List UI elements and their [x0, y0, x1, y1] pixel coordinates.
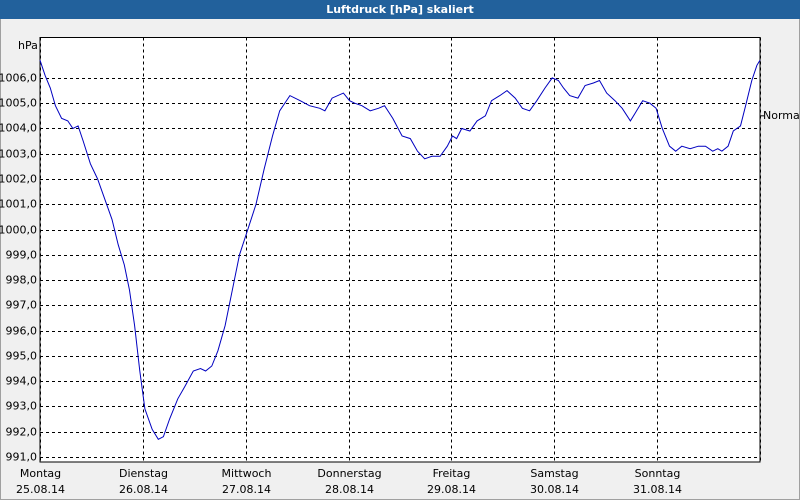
y-tick-label: 1006,0	[0, 72, 37, 85]
y-unit: hPa	[18, 39, 38, 52]
x-tick-date: 31.08.14	[633, 483, 682, 496]
x-tick-label: Samstag	[530, 467, 578, 480]
x-tick-label: Freitag	[433, 467, 471, 480]
x-tick-label: Montag	[20, 467, 61, 480]
x-tick-date: 25.08.14	[16, 483, 65, 496]
y-tick-label: 994,0	[6, 375, 38, 388]
x-tick-date: 26.08.14	[119, 483, 168, 496]
title-bar	[0, 0, 800, 19]
data-line	[39, 59, 761, 440]
y-tick-label: 992,0	[6, 426, 38, 439]
y-tick-label: 991,0	[6, 451, 38, 464]
y-tick-label: 996,0	[6, 325, 38, 338]
x-tick-date: 30.08.14	[530, 483, 579, 496]
y-tick-label: 993,0	[6, 400, 38, 413]
y-tick-label: 998,0	[6, 274, 38, 287]
x-tick-label: Dienstag	[119, 467, 168, 480]
plot-area	[39, 37, 761, 463]
y-tick-label: 997,0	[6, 299, 38, 312]
x-tick-date: 29.08.14	[427, 483, 476, 496]
y-tick-label: 1000,0	[0, 224, 37, 237]
x-tick-label: Mittwoch	[222, 467, 272, 480]
chart-title: Luftdruck [hPa] skaliert	[326, 3, 474, 16]
x-tick-date: 28.08.14	[325, 483, 374, 496]
y-tick-label: 1005,0	[0, 97, 37, 110]
y-tick-label: 995,0	[6, 350, 38, 363]
y-tick-label: 1004,0	[0, 122, 37, 135]
y-tick-label: 1001,0	[0, 198, 37, 211]
y-tick-label: 999,0	[6, 249, 38, 262]
y-tick-label: 1002,0	[0, 173, 37, 186]
y-tick-label: 1003,0	[0, 148, 37, 161]
reference-label: Normal	[763, 109, 800, 122]
x-tick-label: Donnerstag	[317, 467, 381, 480]
x-tick-date: 27.08.14	[222, 483, 271, 496]
x-tick-label: Sonntag	[635, 467, 681, 480]
